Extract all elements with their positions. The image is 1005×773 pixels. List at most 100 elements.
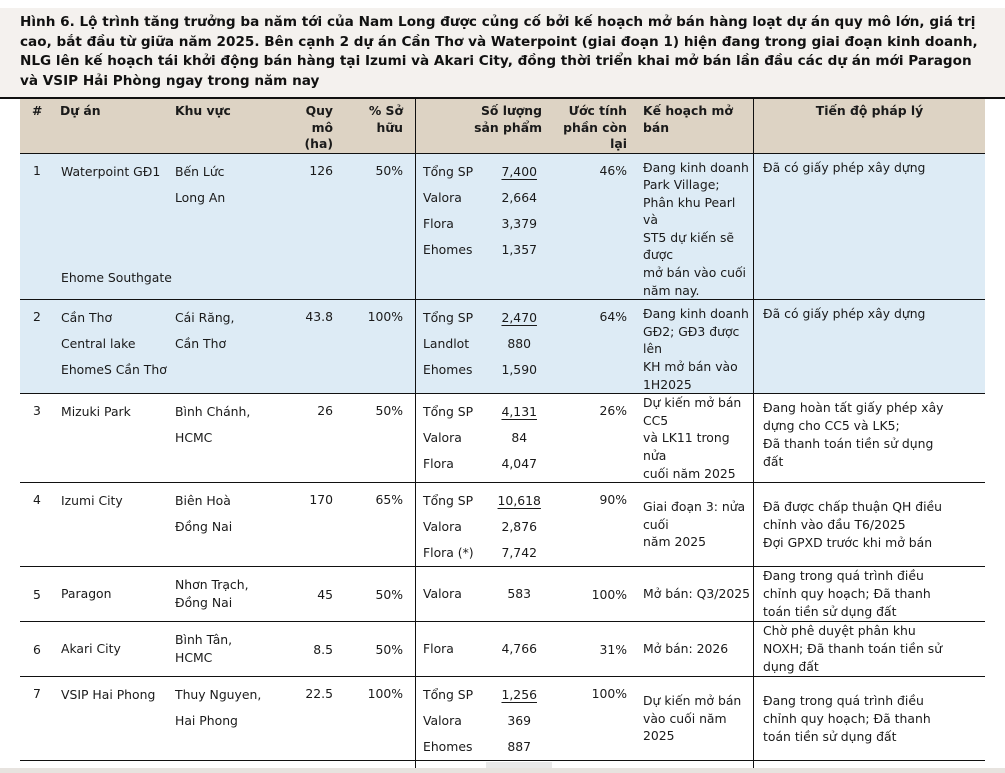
table-row: 4 Izumi City Biên Hoà Đồng Nai 170 65% Tổng SP…	[20, 483, 985, 568]
region: Cần Thơ	[175, 336, 227, 352]
product-type: Tổng SP	[423, 163, 474, 179]
header-ownership: % Sở hữu	[340, 99, 415, 153]
project-name-cell: Waterpoint GĐ1 Ehome Southgate	[60, 154, 175, 300]
sales-plan: Dự kiến mở bán vào cuối năm 2025	[643, 693, 742, 744]
products-cell: Tổng SP 4,131 Valora 84 Flora 4,047	[415, 394, 548, 483]
region: Biên Hoà	[175, 493, 231, 509]
table-row: 6 Akari City Bình Tân, HCMC 8.5 50% Flora 4,766…	[20, 622, 985, 678]
ownership-value: 50%	[375, 641, 403, 657]
sales-plan: Mở bán: Q3/2025	[643, 586, 750, 602]
ownership-value: 50%	[375, 403, 403, 419]
product-quantity: 4,131	[501, 404, 537, 420]
table-row: 7 VSIP Hai Phong Thuy Nguyen, Hai Phong 22.5…	[20, 677, 985, 762]
scale-ha-value: 126	[309, 162, 333, 178]
header-project: Dự án	[60, 103, 101, 118]
figure-title: Hình 6. Lộ trình tăng trưởng ba năm tới …	[0, 8, 1005, 99]
header-legal: Tiến độ pháp lý	[753, 99, 985, 153]
remaining-pct-value: 26%	[599, 403, 627, 419]
product-quantity: 2,664	[501, 189, 537, 205]
table-header-row: # Dự án Khu vực Quy mô (ha) % Sở hữu Số …	[20, 99, 985, 154]
products-cell: Flora 4,766	[415, 622, 548, 677]
row-number: 1	[33, 162, 41, 178]
row-number: 5	[33, 586, 41, 602]
sales-plan: Đang kinh doanh Park Village; Phân khu P…	[643, 159, 749, 298]
sales-plan: Mở bán: 2026	[643, 641, 729, 657]
product-quantity: 2,876	[501, 519, 537, 535]
product-type: Flora (*)	[423, 545, 474, 561]
product-type: Ehomes	[423, 241, 473, 257]
region-cell: Thuy Nguyen, Hai Phong	[175, 677, 282, 760]
project-name: Cần Thơ	[61, 310, 113, 326]
products-cell: Tổng SP 10,618 Valora 2,876 Flora (*) 7,742	[415, 483, 548, 567]
header-num: #	[32, 103, 43, 118]
project-name: Akari City	[61, 641, 121, 657]
region: Đồng Nai	[175, 595, 233, 611]
scale-ha-value: 43.8	[305, 309, 333, 325]
product-line: Tổng SP 10,618	[416, 488, 548, 514]
product-line: Tổng SP 2,470	[416, 305, 548, 331]
row-number: 2	[33, 309, 41, 325]
product-line: Tổng SP 1,256	[416, 682, 548, 708]
product-type: Ehomes	[423, 362, 473, 378]
header-scale: Quy mô (ha)	[282, 99, 340, 153]
region-cell: Bình Chánh, HCMC	[175, 394, 282, 482]
product-line: Valora 2,876	[416, 514, 548, 540]
product-line: Valora 2,664	[416, 185, 548, 211]
product-line: Ehomes 1,357	[416, 237, 548, 263]
project-name: Paragon	[61, 586, 112, 602]
product-line: Flora (*) 7,742	[416, 540, 548, 566]
remaining-pct-value: 100%	[591, 686, 627, 702]
region: Bình Tân,	[175, 631, 233, 647]
product-type: Ehomes	[423, 739, 473, 755]
region-cell: Nhơn Trạch, Đồng Nai	[175, 567, 282, 621]
header-region: Khu vực	[175, 103, 231, 118]
product-type: Valora	[423, 713, 462, 729]
legal-status: Đang trong quá trình điều chỉnh quy hoạc…	[753, 567, 985, 622]
ownership-value: 100%	[367, 686, 403, 702]
product-line: Flora 3,379	[416, 211, 548, 237]
legal-status: Đã được chấp thuận QH điều chỉnh vào đầu…	[753, 483, 985, 567]
product-type: Tổng SP	[423, 493, 474, 509]
product-type: Tổng SP	[423, 404, 474, 420]
header-remaining-line2: phần còn lại	[563, 119, 627, 152]
product-quantity: 1,590	[501, 362, 537, 378]
project-name: Ehome Southgate	[61, 270, 172, 286]
header-scale-line1: Quy mô	[305, 103, 333, 135]
ownership-value: 50%	[375, 162, 403, 178]
header-ownership-line1: % Sở	[368, 103, 403, 118]
header-remaining: Ước tính phần còn lại	[548, 99, 630, 153]
sales-plan: Giai đoạn 3: nửa cuối năm 2025	[643, 499, 746, 550]
row-number: 6	[33, 641, 41, 657]
legal-status: Đang hoàn tất giấy phép xây dựng cho CC5…	[753, 394, 985, 483]
project-name-cell: Mizuki Park	[60, 394, 175, 482]
product-quantity: 2,470	[501, 310, 537, 326]
project-name: Central lake	[61, 336, 136, 352]
header-ownership-line2: hữu	[376, 119, 403, 135]
project-name-cell: Izumi City	[60, 483, 175, 566]
product-quantity: 7,742	[501, 545, 537, 561]
region: Đồng Nai	[175, 519, 233, 535]
remaining-pct-value: 90%	[599, 492, 627, 508]
project-name-cell: Cần Thơ Central lake EhomeS Cần Thơ	[60, 300, 175, 393]
ownership-value: 50%	[375, 586, 403, 602]
product-type: Tổng SP	[423, 310, 474, 326]
scale-ha-value: 170	[309, 492, 333, 508]
ownership-value: 100%	[367, 309, 403, 325]
region: Bến Lức	[175, 163, 225, 179]
scale-ha-value: 8.5	[313, 641, 333, 657]
project-name-cell: VSIP Hai Phong	[60, 677, 175, 760]
region-cell: Bến Lức Long An	[175, 154, 282, 300]
remaining-pct-value: 31%	[599, 641, 627, 657]
product-line: Flora 4,766	[416, 636, 548, 662]
row-number: 7	[33, 686, 41, 702]
product-quantity: 4,766	[501, 641, 537, 657]
legal-status: Đã có giấy phép xây dựng	[753, 300, 985, 394]
product-quantity: 369	[507, 713, 532, 729]
project-name-cell: Akari City	[60, 622, 175, 676]
product-line: Flora 4,047	[416, 451, 548, 477]
products-cell: Tổng SP 7,400 Valora 2,664 Flora 3,379 Ehomes 1…	[415, 153, 548, 300]
products-cell: Tổng SP 2,470 Landlot 880 Ehomes 1,590	[415, 300, 548, 394]
project-name: Mizuki Park	[61, 404, 131, 420]
product-type: Flora	[423, 641, 454, 657]
product-type: Tổng SP	[423, 687, 474, 703]
